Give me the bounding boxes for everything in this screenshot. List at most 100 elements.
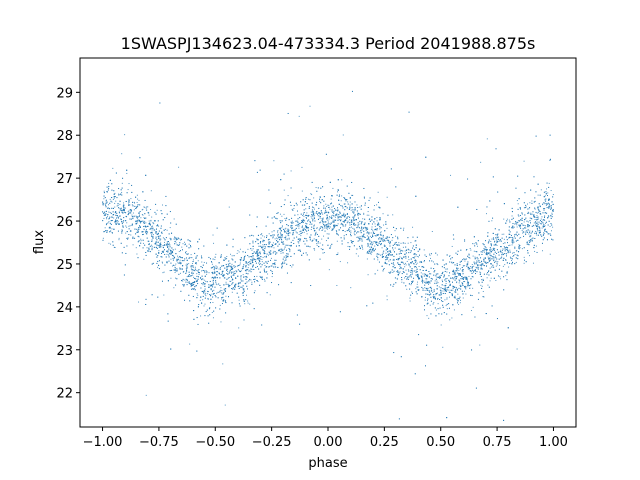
data-point: [516, 235, 518, 237]
data-point: [225, 295, 227, 297]
data-point: [458, 282, 460, 284]
data-point: [270, 257, 272, 259]
data-point: [279, 248, 281, 250]
data-point: [461, 270, 463, 272]
data-point: [212, 258, 214, 260]
data-point: [303, 227, 305, 229]
data-point: [495, 234, 497, 236]
data-point: [316, 210, 318, 212]
data-point: [547, 192, 549, 194]
data-point: [405, 255, 407, 257]
data-point: [495, 255, 497, 257]
data-point: [121, 211, 123, 213]
data-point: [383, 268, 385, 270]
data-point: [512, 240, 514, 242]
data-point: [138, 220, 140, 222]
data-point: [386, 255, 388, 257]
data-point: [537, 230, 539, 232]
data-point: [467, 268, 469, 270]
data-point: [116, 212, 118, 214]
data-point: [392, 271, 394, 273]
data-point: [509, 233, 511, 235]
data-point: [435, 293, 437, 295]
data-point: [151, 232, 153, 234]
data-point: [171, 251, 173, 252]
data-point: [377, 259, 379, 261]
data-point: [523, 247, 525, 249]
data-point: [190, 246, 192, 248]
data-point: [343, 212, 345, 214]
data-point: [265, 255, 267, 257]
data-point: [392, 259, 394, 261]
data-point: [193, 276, 195, 278]
data-point: [238, 303, 240, 305]
data-point: [152, 225, 154, 227]
data-point: [150, 209, 152, 210]
data-point: [394, 230, 396, 232]
data-point: [442, 292, 444, 294]
data-point: [374, 273, 376, 275]
data-point: [448, 255, 450, 257]
data-point: [354, 214, 356, 216]
data-point: [369, 246, 371, 248]
data-point: [117, 219, 119, 221]
data-point: [353, 224, 355, 226]
data-point: [259, 264, 261, 266]
data-point: [453, 309, 455, 311]
data-point: [477, 261, 479, 263]
data-point: [517, 203, 519, 205]
data-point: [230, 271, 232, 273]
data-point: [108, 207, 110, 209]
data-point: [142, 233, 144, 235]
data-point: [422, 287, 424, 289]
data-point: [167, 320, 169, 322]
data-point: [128, 183, 130, 185]
data-point: [358, 240, 360, 242]
data-point: [154, 243, 156, 245]
data-point: [368, 250, 370, 252]
data-point: [364, 202, 366, 204]
data-point: [357, 236, 359, 238]
data-point: [131, 224, 133, 226]
data-point: [512, 227, 514, 229]
data-point: [549, 253, 551, 255]
data-point: [305, 252, 307, 254]
data-point: [452, 270, 454, 272]
data-point: [344, 197, 346, 199]
data-point: [433, 288, 435, 290]
data-point: [186, 276, 188, 278]
data-point: [518, 248, 520, 250]
data-point: [302, 222, 304, 224]
data-point: [292, 231, 294, 233]
data-point: [373, 231, 375, 233]
data-point: [446, 289, 448, 291]
data-point: [291, 208, 293, 210]
data-point: [415, 272, 417, 274]
data-point: [542, 239, 544, 241]
data-point: [315, 239, 317, 241]
data-point: [404, 253, 406, 255]
data-point: [354, 209, 356, 211]
data-point: [450, 174, 452, 176]
data-point: [285, 244, 287, 246]
data-point: [327, 223, 329, 225]
data-point: [211, 261, 213, 263]
data-point: [186, 263, 188, 265]
data-point: [419, 261, 421, 263]
data-point: [377, 222, 379, 224]
data-point: [177, 262, 179, 264]
data-point: [264, 280, 266, 282]
data-point: [534, 208, 536, 210]
data-point: [543, 233, 545, 235]
data-point: [232, 259, 234, 261]
data-point: [525, 227, 527, 229]
data-point: [537, 212, 539, 214]
data-point: [186, 253, 188, 255]
data-point: [120, 189, 122, 191]
data-point: [409, 297, 411, 299]
data-point: [300, 235, 302, 237]
data-point: [399, 271, 401, 273]
data-point: [313, 208, 315, 210]
data-point: [508, 245, 510, 247]
data-point: [219, 304, 221, 306]
